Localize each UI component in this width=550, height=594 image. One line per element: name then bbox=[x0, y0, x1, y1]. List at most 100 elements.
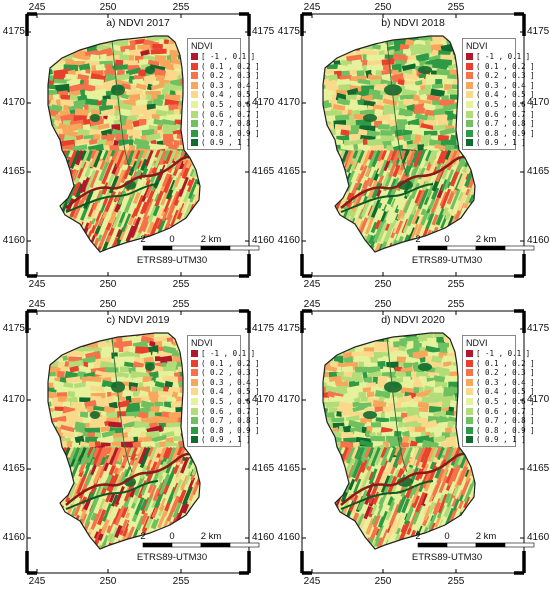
legend-swatch bbox=[191, 129, 198, 137]
legend-swatch bbox=[191, 407, 198, 415]
ndvi-parcel bbox=[93, 361, 102, 370]
ndvi-strip-parcel bbox=[428, 150, 436, 163]
ndvi-strip-parcel bbox=[364, 216, 375, 235]
ndvi-strip-parcel bbox=[145, 178, 151, 186]
ndvi-parcel bbox=[433, 375, 447, 384]
ndvi-parcel bbox=[415, 389, 432, 399]
x-tick-label-bottom: 245 bbox=[28, 279, 46, 290]
y-tick-label-left: 4165 bbox=[277, 166, 300, 177]
ndvi-parcel bbox=[336, 78, 350, 85]
ndvi-strip-parcel bbox=[76, 474, 87, 495]
ndvi-parcel bbox=[396, 119, 408, 125]
ndvi-strip-parcel bbox=[427, 462, 439, 483]
ndvi-strip-parcel bbox=[371, 169, 378, 180]
legend-swatch bbox=[466, 417, 473, 425]
ndvi-parcel bbox=[340, 376, 355, 383]
ndvi-parcel bbox=[337, 366, 342, 372]
ndvi-parcel bbox=[336, 371, 345, 378]
ndvi-strip-parcel bbox=[377, 510, 388, 528]
ndvi-strip-parcel bbox=[106, 447, 112, 455]
ndvi-parcel bbox=[129, 39, 136, 47]
ndvi-strip-parcel bbox=[181, 501, 190, 514]
ndvi-parcel bbox=[90, 54, 100, 62]
ndvi-strip-parcel bbox=[398, 520, 411, 542]
ndvi-strip-parcel bbox=[402, 447, 410, 460]
ndvi-parcel bbox=[141, 94, 148, 101]
ndvi-strip-parcel bbox=[90, 512, 97, 521]
ndvi-strip-parcel bbox=[376, 163, 385, 175]
ndvi-strip-parcel bbox=[189, 193, 196, 203]
ndvi-parcel bbox=[118, 139, 134, 147]
ndvi-parcel bbox=[409, 440, 418, 448]
x-tick-label-bottom: 245 bbox=[28, 576, 46, 587]
ndvi-strip-parcel bbox=[367, 150, 379, 169]
legend-label: ( 0.2 , 0.3 ] bbox=[476, 71, 535, 81]
forest-patch bbox=[418, 363, 432, 371]
ndvi-strip-parcel bbox=[111, 210, 122, 229]
ndvi-strip-parcel bbox=[348, 478, 356, 491]
ndvi-parcel bbox=[420, 123, 435, 131]
ndvi-parcel bbox=[436, 336, 446, 344]
ndvi-strip-parcel bbox=[184, 471, 192, 485]
ndvi-strip-parcel bbox=[400, 513, 408, 524]
ndvi-parcel bbox=[48, 376, 55, 384]
ndvi-strip-parcel bbox=[108, 464, 117, 476]
ndvi-strip-parcel bbox=[67, 447, 74, 458]
ndvi-strip-parcel bbox=[92, 190, 100, 202]
ndvi-parcel bbox=[397, 395, 413, 404]
ndvi-parcel bbox=[118, 352, 127, 359]
ndvi-parcel bbox=[72, 144, 88, 152]
legend-swatch bbox=[466, 139, 473, 147]
panel-title: d) NDVI 2020 bbox=[381, 314, 445, 326]
ndvi-parcel bbox=[162, 139, 174, 147]
ndvi-strip-parcel bbox=[161, 173, 171, 188]
legend-swatch bbox=[191, 417, 198, 425]
ndvi-strip-parcel bbox=[392, 447, 403, 468]
scale-bar-label: 2 bbox=[415, 234, 421, 245]
ndvi-strip-parcel bbox=[165, 149, 177, 170]
ndvi-parcel bbox=[150, 48, 167, 55]
legend-swatch bbox=[466, 53, 473, 60]
legend-swatch bbox=[466, 369, 473, 377]
ndvi-strip-parcel bbox=[395, 220, 407, 242]
ndvi-strip-parcel bbox=[380, 210, 388, 223]
y-tick-label-left: 4175 bbox=[277, 26, 300, 37]
ndvi-strip-parcel bbox=[135, 447, 141, 456]
ndvi-strip-parcel bbox=[426, 213, 432, 221]
legend-swatch bbox=[191, 378, 198, 386]
ndvi-parcel bbox=[439, 346, 449, 354]
ndvi-strip-parcel bbox=[381, 203, 387, 212]
ndvi-parcel bbox=[400, 442, 410, 448]
ndvi-parcel bbox=[417, 43, 433, 52]
legend-label: [ -1 , 0.1 ] bbox=[476, 52, 531, 61]
forest-patch bbox=[111, 84, 125, 96]
ndvi-strip-parcel bbox=[161, 206, 170, 222]
legend-label: ( 0.3 , 0.4 ] bbox=[476, 377, 535, 387]
ndvi-parcel bbox=[167, 109, 175, 115]
ndvi-strip-parcel bbox=[68, 482, 78, 499]
ndvi-strip-parcel bbox=[139, 447, 152, 469]
ndvi-parcel bbox=[351, 351, 362, 356]
ndvi-parcel bbox=[82, 124, 91, 131]
ndvi-strip-parcel bbox=[84, 510, 94, 526]
legend-label: ( 0.1 , 0.2 ] bbox=[476, 61, 535, 71]
ndvi-parcel bbox=[141, 128, 155, 136]
ndvi-parcel bbox=[406, 143, 418, 150]
ndvi-strip-parcel bbox=[157, 217, 167, 234]
legend-label: ( 0.4 , 0.5 ] bbox=[201, 387, 260, 397]
y-tick-label-left: 4160 bbox=[277, 532, 300, 543]
ndvi-strip-parcel bbox=[374, 219, 382, 230]
ndvi-strip-parcel bbox=[170, 446, 180, 463]
ndvi-strip-parcel bbox=[419, 149, 430, 168]
scale-bar-segment bbox=[171, 245, 202, 251]
ndvi-strip-parcel bbox=[440, 514, 449, 529]
ndvi-strip-parcel bbox=[428, 510, 439, 530]
ndvi-strip-parcel bbox=[434, 149, 442, 162]
ndvi-strip-parcel bbox=[94, 220, 100, 227]
ndvi-strip-parcel bbox=[90, 224, 97, 234]
ndvi-strip-parcel bbox=[439, 191, 448, 207]
ndvi-strip-parcel bbox=[429, 461, 436, 470]
ndvi-parcel bbox=[359, 382, 369, 388]
ndvi-parcel bbox=[425, 355, 432, 364]
ndvi-strip-parcel bbox=[376, 222, 388, 243]
